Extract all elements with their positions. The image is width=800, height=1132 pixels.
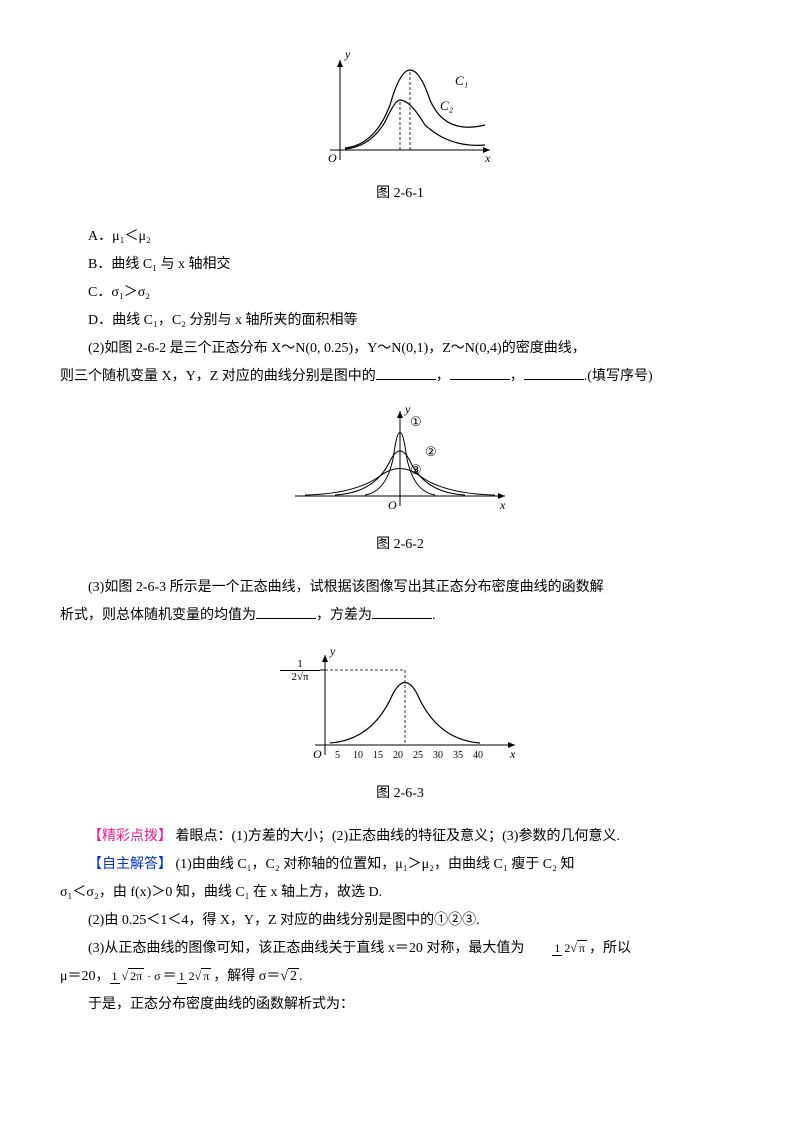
ans-3b-a: μ＝20， <box>60 969 110 984</box>
fig2-label-3: ③ <box>410 462 422 477</box>
sqrt-3 <box>280 969 288 984</box>
fig3-tick-6: 35 <box>453 750 463 761</box>
figure-2-svg: y x O ① ② ③ <box>285 401 515 521</box>
fig3-origin: O <box>313 747 322 761</box>
fig3-tick-7: 40 <box>473 750 483 761</box>
fig3-tick-5: 30 <box>433 750 443 761</box>
q3-text-d: . <box>432 608 436 623</box>
figure-1-caption: 图 2-6-1 <box>60 180 740 208</box>
blank-1 <box>376 379 436 380</box>
fig3-peak-num: 1 <box>280 658 320 671</box>
answer-line-3b: μ＝20，12π · σ＝12π，解得 σ＝2. <box>60 963 740 991</box>
fig3-x-label: x <box>509 747 516 761</box>
hint-label: 【精彩点拨】 <box>88 829 172 844</box>
frac-2a: 12π · σ <box>110 970 163 983</box>
figure-2-caption: 图 2-6-2 <box>60 531 740 559</box>
frac-2b: 12π <box>177 970 214 983</box>
c2-label: C₂ <box>440 98 454 113</box>
blank-5 <box>372 618 432 619</box>
figure-2: y x O ① ② ③ <box>60 401 740 521</box>
origin-label: O <box>328 151 337 165</box>
question-3-line-b: 析式，则总体随机变量的均值为 ，方差为. <box>60 602 740 630</box>
figure-3: y x O 5 10 15 20 25 30 35 40 1 2√π <box>60 640 740 770</box>
frac-2a-num: 1 <box>110 969 120 984</box>
sqrt-1 <box>570 941 577 955</box>
answer-text1a: (1)由曲线 C₁，C₂ 对称轴的位置知，μ₁＞μ₂，由曲线 C₁ 瘦于 C₂ … <box>176 857 575 872</box>
figure-3-svg: y x O 5 10 15 20 25 30 35 40 1 2√π <box>275 640 525 770</box>
frac-2a-den-mid: · σ <box>144 969 160 983</box>
fig2-x-label: x <box>499 498 506 512</box>
q3-text-c: ，方差为 <box>316 608 372 623</box>
fig3-peak-den: 2√π <box>280 671 320 683</box>
fig3-tick-4: 25 <box>413 750 423 761</box>
question-2-line-b: 则三个随机变量 X，Y，Z 对应的曲线分别是图中的 ， ， .(填写序号) <box>60 363 740 391</box>
frac-2b-num: 1 <box>177 969 187 984</box>
option-a: A．μ₁＜μ₂ <box>60 223 740 251</box>
answer-line-3a: (3)从正态曲线的图像可知，该正态曲线关于直线 x＝20 对称，最大值为12π，… <box>60 935 740 963</box>
sqrt-3-val: 2 <box>288 968 299 984</box>
answer-label: 【自主解答】 <box>88 857 172 872</box>
ans-3b-b: ＝ <box>163 969 177 984</box>
frac-1: 12π <box>524 942 589 955</box>
ans-3b-d: . <box>299 969 303 984</box>
figure-1-svg: y x O C₁ C₂ <box>300 50 500 170</box>
q2-text-b: 则三个随机变量 X，Y，Z 对应的曲线分别是图中的 <box>60 369 376 384</box>
fig3-tick-3: 20 <box>393 750 403 761</box>
q2-comma-1: ， <box>436 369 450 384</box>
x-axis-label: x <box>484 151 491 165</box>
answer-line-1a: 【自主解答】 (1)由曲线 C₁，C₂ 对称轴的位置知，μ₁＞μ₂，由曲线 C₁… <box>60 851 740 879</box>
answer-line-1b: σ₁＜σ₂，由 f(x)＞0 知，曲线 C₁ 在 x 轴上方，故选 D. <box>60 879 740 907</box>
q2-comma-2: ， <box>510 369 524 384</box>
fig2-origin: O <box>388 498 397 512</box>
blank-2 <box>450 379 510 380</box>
ans-3b-c: ，解得 σ＝ <box>213 969 280 984</box>
question-3-line-a: (3)如图 2-6-3 所示是一个正态曲线，试根据该图像写出其正态分布密度曲线的… <box>60 574 740 602</box>
frac-2b-den: 2π <box>187 969 214 983</box>
figure-3-caption: 图 2-6-3 <box>60 780 740 808</box>
frac-2b-den-b: π <box>201 968 211 983</box>
fig3-y-label: y <box>329 644 336 658</box>
figure-1: y x O C₁ C₂ <box>60 50 740 170</box>
hint-text: 着眼点：(1)方差的大小；(2)正态曲线的特征及意义；(3)参数的几何意义. <box>176 829 620 844</box>
option-b: B．曲线 C₁ 与 x 轴相交 <box>60 251 740 279</box>
fig3-tick-1: 10 <box>353 750 363 761</box>
fig3-tick-2: 15 <box>373 750 383 761</box>
answer-line-4: 于是，正态分布密度曲线的函数解析式为： <box>60 991 740 1019</box>
blank-3 <box>524 379 584 380</box>
y-axis-label: y <box>344 50 351 61</box>
answer-text3a-end: ，所以 <box>589 941 631 956</box>
answer-text3a: (3)从正态曲线的图像可知，该正态曲线关于直线 x＝20 对称，最大值为 <box>88 941 524 956</box>
fig2-label-2: ② <box>425 444 437 459</box>
q3-text-b: 析式，则总体随机变量的均值为 <box>60 608 256 623</box>
fig3-tick-0: 5 <box>335 750 340 761</box>
hint-block: 【精彩点拨】 着眼点：(1)方差的大小；(2)正态曲线的特征及意义；(3)参数的… <box>60 823 740 851</box>
question-2-line-a: (2)如图 2-6-2 是三个正态分布 X～N(0, 0.25)，Y～N(0,1… <box>60 335 740 363</box>
frac-2a-den-a: 2π <box>128 968 144 983</box>
frac-1-den: 2π <box>562 941 589 955</box>
frac-1-num: 1 <box>552 941 562 956</box>
c1-label: C₁ <box>455 73 468 88</box>
frac-1-den-b: π <box>577 940 587 955</box>
fig2-label-1: ① <box>410 414 422 429</box>
option-c: C．σ₁＞σ₂ <box>60 279 740 307</box>
frac-2a-den: 2π · σ <box>120 969 163 983</box>
q2-text-e: .(填写序号) <box>584 369 653 384</box>
answer-line-2: (2)由 0.25＜1＜4，得 X，Y，Z 对应的曲线分别是图中的①②③. <box>60 907 740 935</box>
option-d: D．曲线 C₁，C₂ 分别与 x 轴所夹的面积相等 <box>60 307 740 335</box>
blank-4 <box>256 618 316 619</box>
